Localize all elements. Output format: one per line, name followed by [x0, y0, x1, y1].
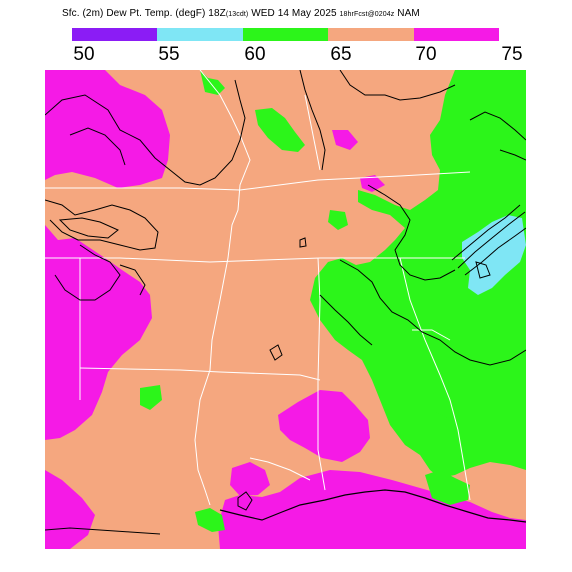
- region-gulf-magenta: [218, 470, 526, 549]
- region-tx-green: [140, 385, 162, 410]
- region-east-green: [310, 70, 526, 478]
- region-w-magenta: [45, 225, 152, 440]
- region-se-cyan: [462, 215, 526, 295]
- title-date: WED 14 May 2025: [251, 8, 337, 19]
- coastline: [219, 489, 526, 523]
- region-center-green: [328, 210, 348, 230]
- title-forecast: 18hrFcst@0204z: [339, 11, 395, 18]
- region-kc-magenta: [332, 130, 358, 150]
- scale-label-75: 75: [501, 44, 523, 65]
- region-la-magenta: [278, 390, 370, 462]
- dew-60-65-regions: [140, 70, 526, 532]
- color-seg-60-65: [242, 28, 329, 41]
- scale-label-70: 70: [415, 44, 437, 65]
- scale-label-65: 65: [330, 44, 352, 65]
- dewpoint-contours: [45, 70, 526, 535]
- scale-label-60: 60: [244, 44, 266, 65]
- region-nw-magenta: [45, 70, 170, 188]
- color-seg-50-55: [72, 28, 158, 41]
- region-ky-magenta: [360, 175, 385, 192]
- region-mid-green: [255, 108, 305, 152]
- scale-label-55: 55: [158, 44, 180, 65]
- region-gulf-green: [430, 388, 455, 418]
- title-main: Sfc. (2m) Dew Pt. Temp. (degF) 18Z: [62, 8, 226, 19]
- state-boundaries: [45, 70, 471, 506]
- title-local-time: (13cdt): [225, 11, 249, 18]
- color-scale-bar: [72, 28, 500, 41]
- dew-70-75-regions: [45, 70, 526, 549]
- region-ne-green: [200, 70, 225, 95]
- color-seg-55-60: [157, 28, 243, 41]
- dewpoint-map: [45, 70, 526, 549]
- scale-label-50: 50: [73, 44, 95, 65]
- color-seg-65-70: [328, 28, 414, 41]
- region-sla-magenta: [230, 462, 270, 496]
- dew-55-60-regions: [462, 215, 526, 295]
- color-seg-70-75: [413, 28, 500, 41]
- region-sla-green: [195, 508, 225, 532]
- region-ga-green: [425, 470, 470, 505]
- title-model: NAM: [397, 8, 420, 19]
- chart-title: Sfc. (2m) Dew Pt. Temp. (degF) 18Z(13cdt…: [62, 8, 420, 19]
